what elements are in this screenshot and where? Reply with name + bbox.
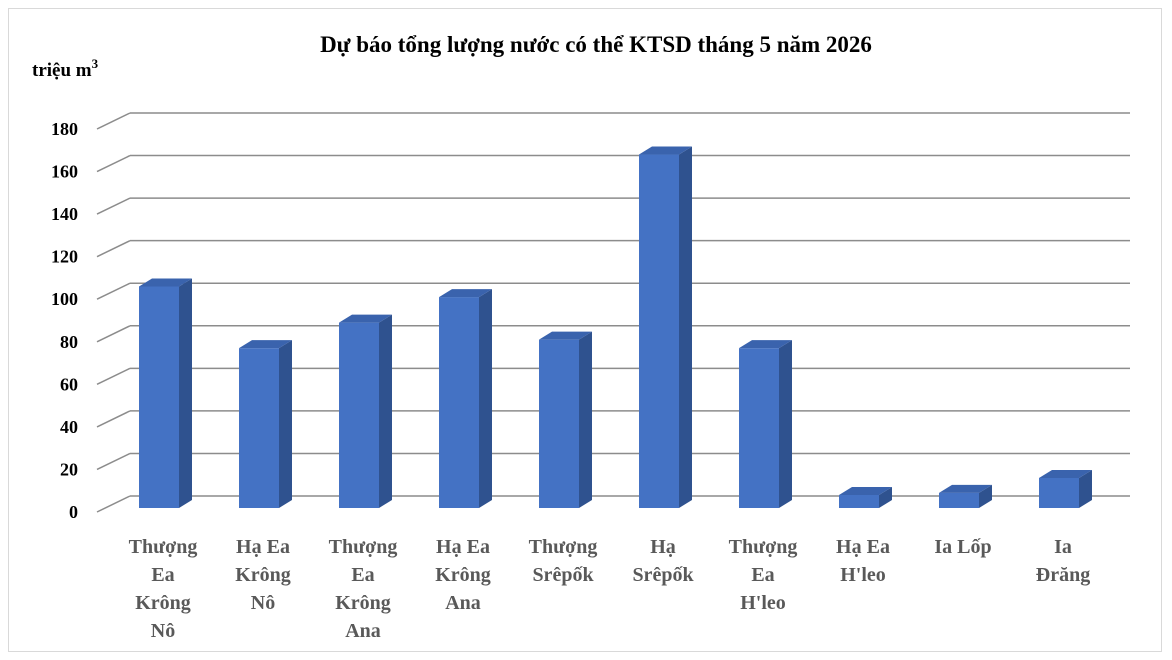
bar-side <box>479 289 492 508</box>
bar-side <box>579 331 592 508</box>
bar-side <box>379 314 392 508</box>
bar-top <box>339 314 392 323</box>
bar <box>439 289 492 508</box>
bar <box>739 340 792 508</box>
bar <box>339 314 392 508</box>
x-category-label: Thượng Srêpốk <box>529 536 598 586</box>
bar-side <box>979 484 992 508</box>
gridline-diagonal <box>96 112 131 130</box>
bar-front <box>1039 477 1079 508</box>
y-tick-label: 120 <box>51 247 78 267</box>
x-category-label: Hạ Ea Krông Ana <box>435 536 491 614</box>
chart-title: Dự báo tổng lượng nước có thể KTSD tháng… <box>320 32 872 57</box>
y-tick-label: 160 <box>51 162 78 182</box>
bar-side <box>179 278 192 508</box>
bar-top <box>439 289 492 298</box>
bar <box>539 331 592 508</box>
bar-top <box>539 331 592 340</box>
x-category-label: Thượng Ea Krông Ana <box>329 536 398 642</box>
y-tick-label: 140 <box>51 204 78 224</box>
x-category-label: Thượng Ea H'leo <box>729 536 798 614</box>
bar <box>1039 469 1092 508</box>
gridline-diagonal <box>96 495 131 513</box>
x-category-label: Ia Lốp <box>934 536 991 558</box>
x-category-label: Hạ Ea Krông Nô <box>235 536 291 614</box>
x-category-label: Ia Đrăng <box>1036 536 1090 586</box>
bar-side <box>679 146 692 509</box>
x-category-label: Hạ Ea H'leo <box>836 536 890 586</box>
bar-front <box>639 154 679 509</box>
bars <box>139 146 1092 509</box>
y-tick-label: 100 <box>51 289 78 309</box>
bar-top <box>1039 469 1092 478</box>
bar <box>239 340 292 508</box>
bar-side <box>1079 469 1092 508</box>
bar-front <box>939 492 979 508</box>
bar <box>639 146 692 509</box>
gridline-diagonal <box>96 410 131 428</box>
bar-top <box>639 146 692 155</box>
bar-top <box>939 484 992 493</box>
x-category-label: Hạ Srêpốk <box>632 536 694 586</box>
bar-front <box>739 348 779 508</box>
bar-front <box>839 494 879 508</box>
y-tick-labels: 0 20 40 60 80 100 120 140 160 180 <box>51 119 78 522</box>
bar-side <box>779 340 792 508</box>
y-axis-unit-label: triệu m3 <box>32 56 99 81</box>
y-tick-label: 40 <box>60 417 78 437</box>
bar-top <box>839 486 892 495</box>
chart-frame <box>8 8 1162 652</box>
y-tick-label: 80 <box>60 332 78 352</box>
bar-top <box>239 340 292 349</box>
gridline-diagonal <box>96 282 131 300</box>
bar <box>839 486 892 508</box>
gridline-diagonal <box>96 154 131 173</box>
y-tick-label: 60 <box>60 374 78 394</box>
gridline-diagonal <box>96 452 131 471</box>
gridline-diagonal <box>96 197 131 215</box>
bar-top <box>139 278 192 287</box>
bar <box>139 278 192 508</box>
y-tick-label: 0 <box>69 502 78 522</box>
bar-front <box>339 322 379 508</box>
y-axis-unit-superscript: 3 <box>92 56 99 71</box>
y-tick-label: 180 <box>51 119 78 139</box>
bar-front <box>539 339 579 508</box>
bar-side <box>879 486 892 508</box>
bar-top <box>739 340 792 349</box>
x-category-label: Thượng Ea Krông Nô <box>129 536 198 642</box>
bar-front <box>139 286 179 508</box>
gridline-diagonal <box>96 325 131 343</box>
bar <box>939 484 992 508</box>
gridlines <box>96 112 1130 513</box>
bar-front <box>439 297 479 508</box>
bar-side <box>279 340 292 508</box>
x-category-labels: Thượng Ea Krông Nô Hạ Ea Krông Nô Thượng Ea Krông… <box>129 536 1091 642</box>
gridline-diagonal <box>96 239 131 258</box>
gridline-diagonal <box>96 367 131 386</box>
y-tick-label: 20 <box>60 459 78 479</box>
bar-front <box>239 348 279 508</box>
